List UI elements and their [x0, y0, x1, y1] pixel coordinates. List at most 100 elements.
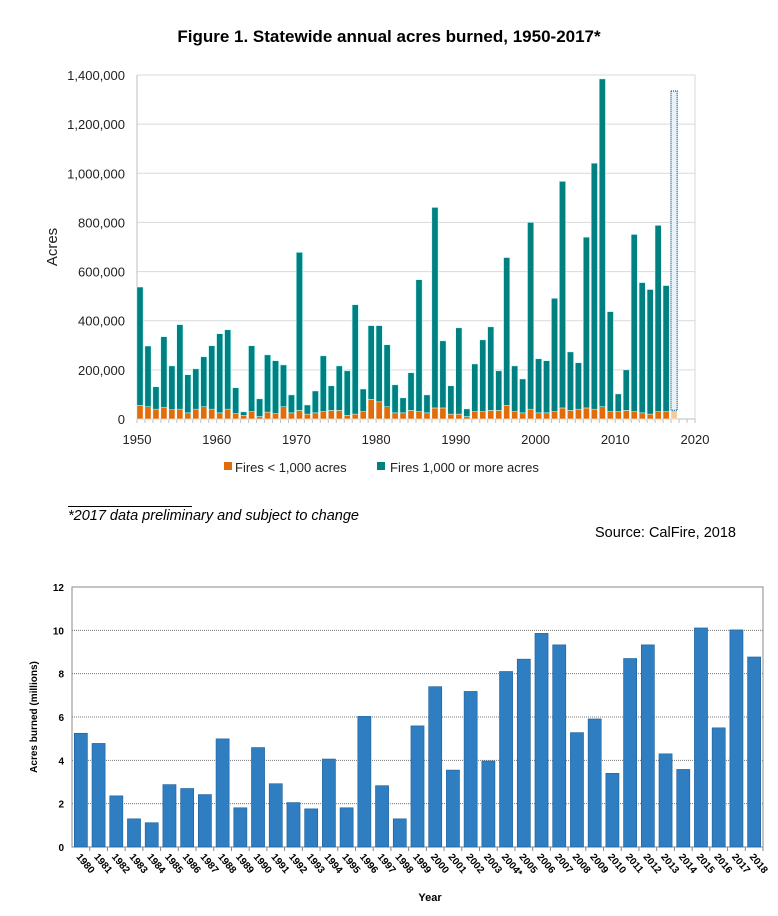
bar: [392, 818, 407, 848]
x-tick-label: 1988: [215, 852, 238, 876]
bar-small-fires: [184, 412, 192, 420]
x-tick-label: 1996: [357, 852, 380, 876]
x-tick-label: 2003: [481, 852, 504, 876]
bar-large-fires: [551, 298, 558, 412]
y-tick-label: 0: [118, 412, 125, 427]
x-tick-label: 2015: [694, 852, 717, 876]
bar-small-fires: [495, 410, 503, 420]
bar-large-fires: [455, 327, 463, 415]
chart-1-title: Figure 1. Statewide annual acres burned,…: [177, 27, 601, 46]
bar-large-fires: [312, 390, 319, 414]
bar-small-fires: [439, 407, 447, 420]
bar-small-fires: [575, 408, 582, 420]
x-tick-label: 2018: [747, 852, 770, 876]
bar-small-fires: [208, 408, 216, 420]
bar-small-fires: [264, 411, 271, 420]
bar-large-fires: [407, 372, 415, 411]
bar: [215, 738, 230, 848]
bar-small-fires: [280, 406, 287, 420]
bar-small-fires: [646, 413, 654, 420]
x-tick-label: 2001: [446, 852, 469, 876]
bar-small-fires: [375, 401, 383, 420]
y-tick-label: 10: [53, 626, 65, 637]
bar-large-fires: [383, 344, 391, 407]
bar-large-fires: [343, 370, 351, 416]
bar-large-fires: [296, 252, 303, 411]
bar-small-fires: [248, 411, 255, 420]
x-tick-label: 2020: [681, 432, 710, 447]
x-tick-label: 2012: [641, 852, 664, 876]
y-tick-label: 0: [58, 843, 64, 854]
bar-large-fires: [622, 369, 630, 411]
bar: [410, 725, 425, 848]
y-axis-label: Acres: [44, 228, 61, 266]
bar-small-fires: [527, 408, 534, 420]
bar-large-fires: [415, 279, 423, 412]
bar-large-fires: [304, 404, 311, 415]
bar-large-fires: [264, 354, 271, 413]
x-tick-label: 1989: [233, 852, 256, 876]
x-tick-label: 1998: [392, 852, 415, 876]
bar-large-fires: [248, 345, 255, 412]
x-tick-label: 2006: [534, 852, 557, 876]
x-tick-label: 1970: [282, 432, 311, 447]
bar-small-fires: [415, 411, 423, 420]
bar-large-fires: [646, 289, 654, 415]
bar-large-fires: [399, 397, 407, 414]
bar: [74, 732, 88, 848]
y-tick-label: 800,000: [78, 215, 125, 230]
bar: [516, 658, 531, 848]
bar: [694, 627, 708, 848]
bar-small-fires: [272, 413, 279, 420]
x-tick-label: 2014: [676, 852, 699, 876]
bar-large-fires: [168, 365, 176, 410]
x-tick-label: 1986: [180, 852, 203, 876]
y-tick-label: 1,400,000: [67, 68, 125, 83]
x-tick-label: 2016: [711, 852, 734, 876]
x-tick-label: 2002: [463, 852, 486, 876]
bar-small-fires: [591, 408, 598, 420]
y-tick-label: 600,000: [78, 265, 125, 280]
bar-large-fires: [575, 362, 582, 410]
bar-small-fires: [168, 409, 176, 420]
bar-small-fires: [423, 412, 431, 420]
bar-large-fires: [192, 368, 200, 410]
bar-large-fires: [208, 345, 216, 410]
x-tick-label: 1997: [375, 852, 398, 876]
x-tick-label: 1983: [127, 852, 150, 876]
bar-small-fires: [598, 406, 606, 420]
bar: [499, 671, 513, 848]
bar-small-fires: [312, 412, 319, 420]
x-tick-label: 1994: [322, 852, 345, 876]
bar: [357, 716, 372, 848]
bar-large-fires: [160, 336, 168, 408]
x-tick-label: 2009: [587, 852, 610, 876]
bar-small-fires: [367, 399, 375, 420]
bar-small-fires: [614, 411, 622, 420]
bar-small-fires: [662, 411, 670, 420]
bar-small-fires: [296, 410, 303, 420]
bar: [428, 686, 443, 848]
bar-large-fires: [519, 378, 526, 414]
y-tick-label: 200,000: [78, 363, 125, 378]
bar-large-fires: [288, 394, 295, 414]
bar-small-fires: [176, 408, 184, 420]
x-tick-label: 1990: [251, 852, 274, 876]
y-tick-label: 2: [58, 800, 64, 811]
bar-small-fires: [431, 407, 439, 420]
bar-large-fires: [471, 363, 479, 412]
bar: [198, 794, 212, 848]
bar-large-fires: [543, 360, 550, 414]
bar-small-fires: [240, 415, 247, 420]
bar-large-fires: [256, 398, 263, 417]
bar: [747, 656, 761, 848]
bar-small-fires: [479, 411, 487, 420]
bar-small-fires: [463, 416, 471, 420]
bar-large-fires: [359, 388, 367, 412]
bar-small-fires: [519, 412, 526, 420]
bar-small-fires: [535, 412, 542, 420]
bar-small-fires: [583, 407, 590, 420]
bar-large-fires: [327, 385, 335, 411]
bar-small-fires: [200, 406, 208, 420]
bar: [534, 633, 549, 848]
